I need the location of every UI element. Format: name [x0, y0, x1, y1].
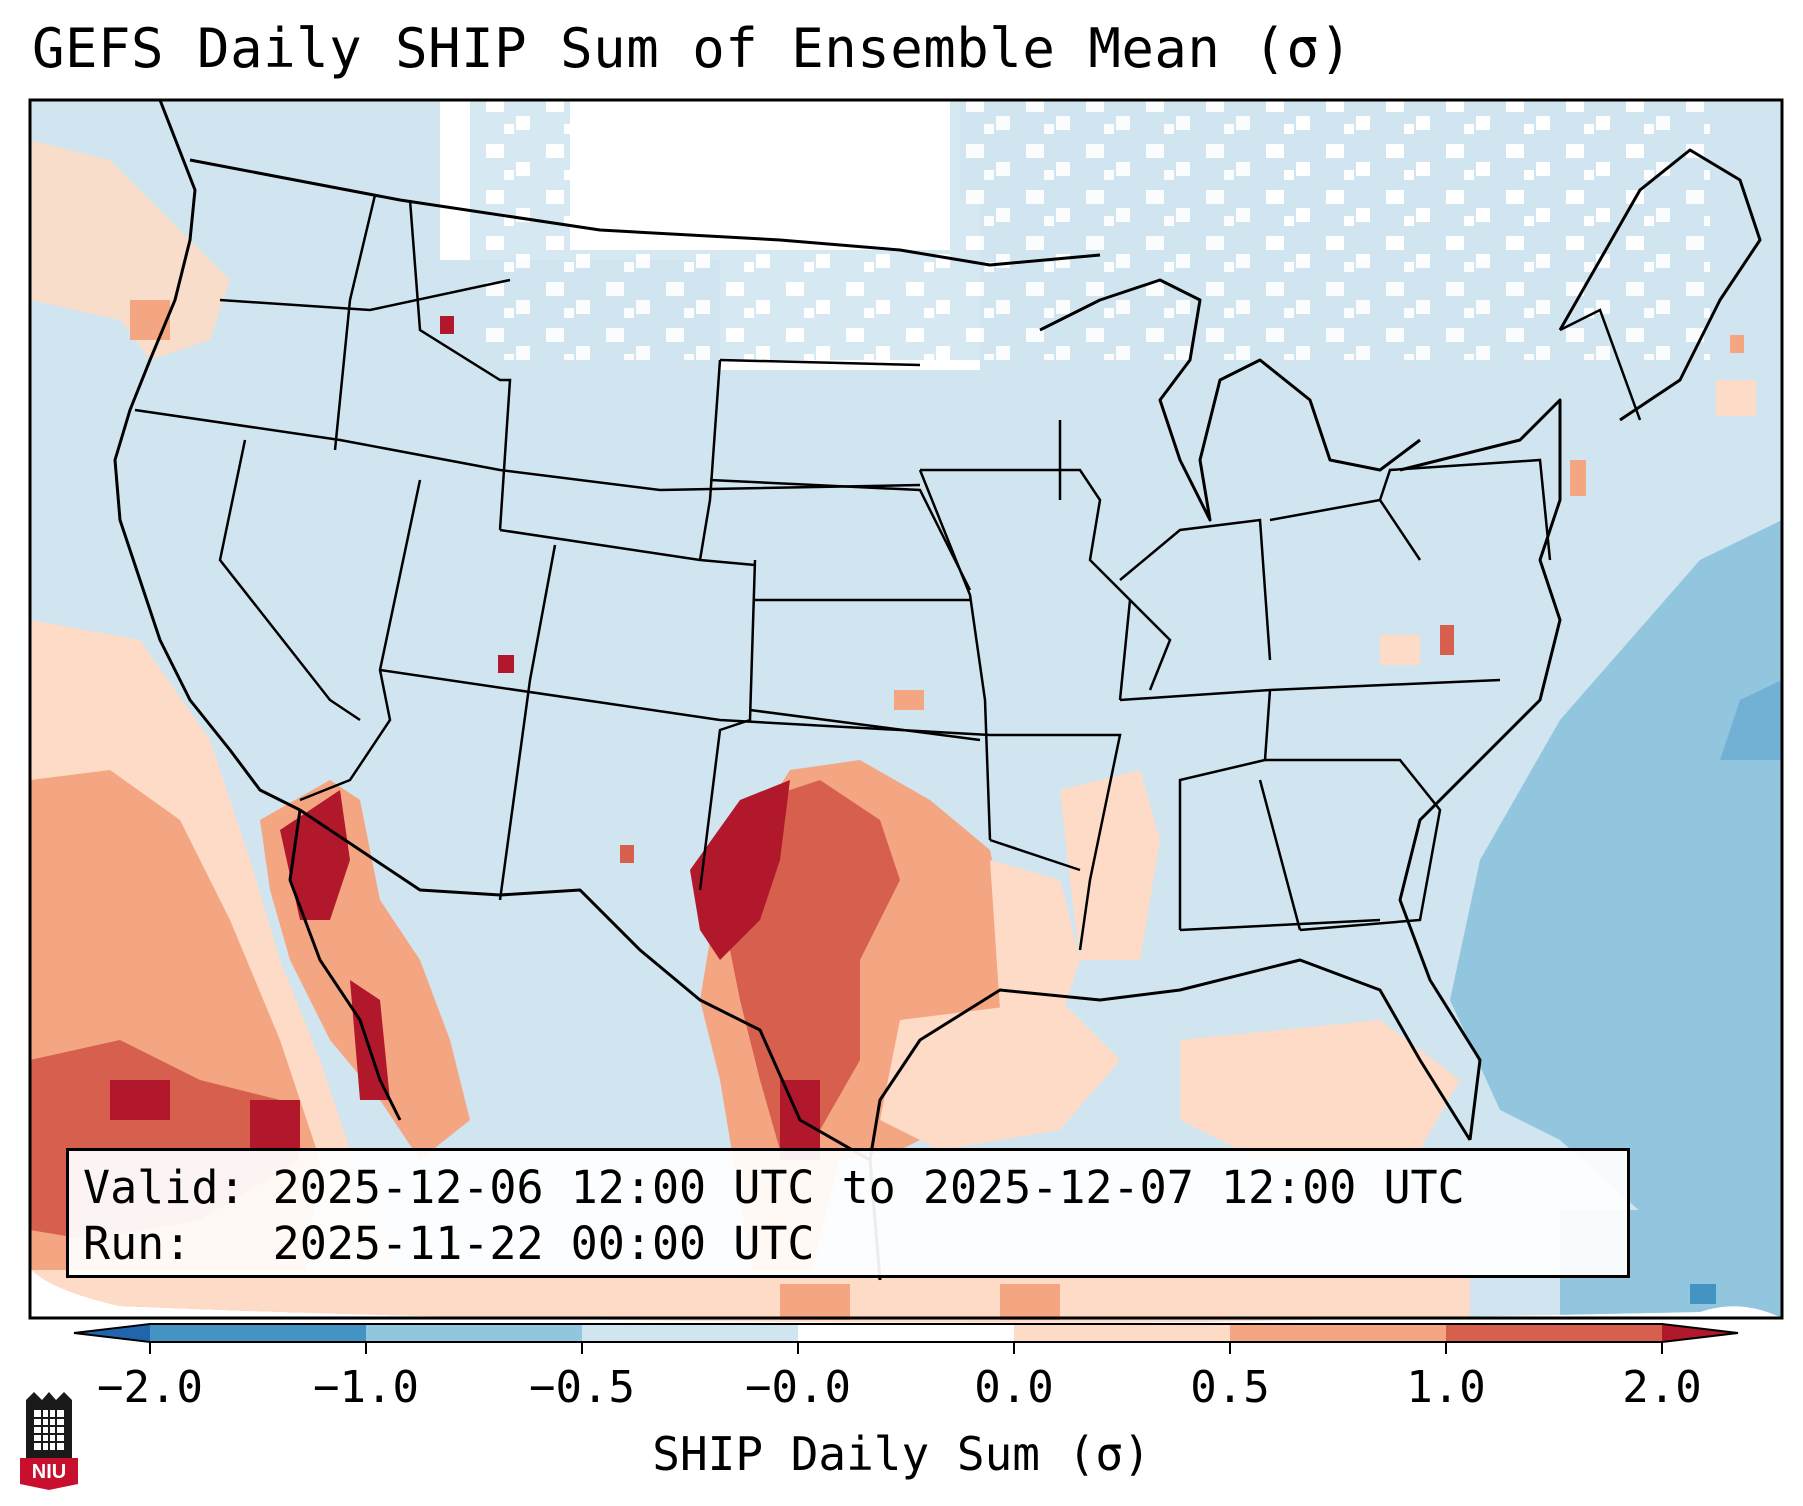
gulf-coast: [868, 958, 1472, 1281]
colorbar-segment: [366, 1324, 583, 1342]
valid-label: Valid:: [83, 1161, 246, 1214]
run-line: Run: 2025-11-22 00:00 UTC: [83, 1221, 815, 1266]
colorbar-segment: [1230, 1324, 1447, 1342]
map-title: GEFS Daily SHIP Sum of Ensemble Mean (σ): [32, 17, 1353, 80]
niu-logo: NIU: [20, 1392, 78, 1490]
colorbar-over-arrow: [1662, 1324, 1738, 1342]
colorbar-tick-label: −1.0: [313, 1362, 419, 1413]
valid-line: Valid: 2025-12-06 12:00 UTC to 2025-12-0…: [83, 1165, 1465, 1210]
state-boundaries: [134, 194, 1642, 951]
logo-text: NIU: [31, 1461, 67, 1483]
colorbar-tick-label: 0.0: [974, 1362, 1054, 1413]
great-lakes-outline: [1039, 278, 1421, 522]
us-mexico-border: [299, 808, 871, 1162]
colorbar-tick-label: −0.5: [529, 1362, 635, 1413]
baja: [288, 809, 402, 1121]
maine-coast: [1558, 148, 1762, 422]
run-label: Run:: [83, 1217, 192, 1270]
sigma-field: [30, 100, 1782, 1323]
valid-run-info-box: Valid: 2025-12-06 12:00 UTC to 2025-12-0…: [66, 1148, 1630, 1278]
colorbar-tick-label: 1.0: [1406, 1362, 1486, 1413]
colorbar-segment: [582, 1324, 799, 1342]
map-boundaries: [113, 100, 1762, 1281]
colorbar-tick-label: 0.5: [1190, 1362, 1270, 1413]
colorbar-segment: [150, 1324, 367, 1342]
colorbar-segment: [1014, 1324, 1231, 1342]
colorbar-tick-label: −0.0: [745, 1362, 851, 1413]
colorbar-label: SHIP Daily Sum (σ): [652, 1427, 1151, 1481]
run-value: 2025-11-22 00:00 UTC: [272, 1217, 815, 1270]
valid-value: 2025-12-06 12:00 UTC to 2025-12-07 12:00…: [272, 1161, 1465, 1214]
colorbar-tick-label: −2.0: [97, 1362, 203, 1413]
colorbar: [73, 1323, 1739, 1354]
colorbar-segment: [798, 1324, 1015, 1342]
colorbar-tick-label: 2.0: [1622, 1362, 1702, 1413]
west-coast: [113, 100, 301, 812]
map-frame: [28, 98, 1784, 1320]
colorbar-segment: [1446, 1324, 1663, 1342]
east-coast: [1398, 398, 1562, 1141]
university-tower-icon: [20, 1392, 78, 1490]
us-canada-border: [189, 158, 1101, 267]
field-atlantic-negative: [1450, 520, 1782, 1250]
colorbar-under-arrow: [74, 1324, 150, 1342]
